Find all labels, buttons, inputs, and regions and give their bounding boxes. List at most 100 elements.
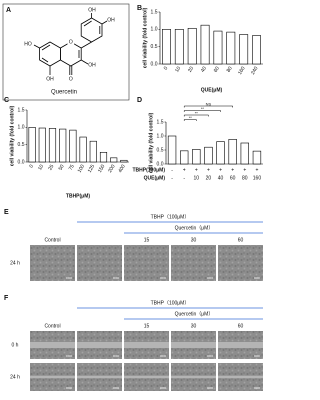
panel-label: B — [137, 5, 142, 12]
y-axis-label: cell viability (fold control) — [148, 112, 154, 173]
y-tick-label: 0.0 — [157, 161, 164, 167]
panel-label: A — [6, 7, 11, 14]
annotation: ** — [189, 115, 193, 120]
row-label: 0 h — [12, 342, 19, 348]
x-tick-label: - — [171, 175, 173, 181]
bar — [216, 141, 225, 165]
x-tick-label: 0 — [28, 163, 35, 169]
bar — [69, 129, 77, 163]
x-tick-label: - — [183, 175, 185, 181]
y-tick-label: 0.5 — [151, 44, 158, 50]
x-tick-label: 160 — [253, 175, 262, 181]
bracket — [183, 114, 209, 117]
column-label: 30 — [191, 237, 197, 243]
scratch — [218, 375, 263, 379]
x-tick-label: + — [255, 167, 258, 173]
y-axis-label: cell viability (fold control) — [9, 105, 15, 166]
bar — [59, 128, 67, 163]
micrograph — [171, 245, 216, 281]
atom: HO — [24, 41, 32, 47]
bar — [213, 30, 223, 65]
x-axis-label: QUE(μM) — [201, 87, 223, 93]
x-tick-label: 200 — [107, 163, 116, 173]
scratch — [77, 342, 122, 348]
panel-label: C — [4, 97, 9, 104]
bracket — [183, 105, 233, 108]
atom: OH — [88, 62, 96, 68]
column-label: Control — [44, 323, 60, 329]
group-label: Quercetin（μM） — [175, 311, 214, 317]
x-tick-label: 100 — [77, 163, 86, 173]
x-tick-label: 240 — [250, 65, 259, 75]
x-tick-label: + — [207, 167, 210, 173]
bar — [162, 29, 171, 65]
x-tick-label: 10 — [37, 163, 45, 171]
bracket — [183, 119, 197, 121]
x-tick-label: 10 — [194, 175, 200, 181]
x-tick-label: 75 — [68, 163, 76, 171]
bar — [38, 127, 46, 163]
bar — [89, 140, 97, 163]
x-tick-label: + — [243, 167, 246, 173]
bar — [99, 151, 108, 163]
scratch — [30, 375, 75, 379]
y-axis-label: cell viability (fold control) — [142, 7, 148, 68]
x-tick-label: 25 — [47, 163, 55, 171]
x-tick-label: - — [171, 167, 173, 173]
column-label: Control — [44, 237, 60, 243]
bar — [228, 139, 237, 165]
x-tick-label: 80 — [226, 65, 234, 73]
compound-name: Quercetin — [51, 90, 77, 96]
annotation: ** — [201, 106, 205, 111]
y-tick-label: 0.5 — [157, 147, 164, 153]
y-tick-label: 1.5 — [151, 9, 158, 15]
scratch — [171, 342, 216, 348]
column-label: 60 — [238, 323, 244, 329]
y-tick-label: 1.0 — [151, 27, 158, 33]
bar — [28, 127, 36, 163]
x-tick-label: 20 — [206, 175, 212, 181]
group-label: Quercetin（μM） — [175, 225, 214, 231]
y-tick-label: 0.5 — [18, 142, 25, 148]
figure: A HO OH O OH OH OH O Quercetin B C D 0.0… — [2, 3, 263, 391]
x-tick-label: 125 — [87, 163, 96, 173]
panel-label: E — [4, 209, 9, 216]
x-tick-label: 150 — [97, 163, 106, 173]
x-tick-label: 50 — [58, 163, 66, 171]
bar — [120, 159, 128, 163]
row-label: TBHP(100μM) — [132, 167, 165, 173]
x-tick-label: + — [183, 167, 186, 173]
x-tick-label: 400 — [117, 163, 126, 173]
scratch — [218, 342, 263, 348]
row-label: 24 h — [10, 260, 20, 266]
x-tick-label: 60 — [230, 175, 236, 181]
x-tick-label: 10 — [174, 65, 182, 73]
bar — [192, 149, 201, 165]
group-label: TBHP（100μM） — [151, 300, 190, 306]
bar — [187, 27, 197, 65]
y-tick-label: 0.0 — [151, 61, 158, 67]
bar — [180, 150, 189, 165]
column-label: 15 — [144, 323, 150, 329]
column-label: 30 — [191, 323, 197, 329]
atom: OH — [88, 7, 96, 13]
column-label: 15 — [144, 237, 150, 243]
bar — [204, 146, 213, 165]
bar — [48, 128, 57, 163]
scratch — [124, 375, 169, 379]
x-tick-label: 0 — [163, 65, 170, 71]
scratch — [124, 342, 169, 348]
x-tick-label: + — [231, 167, 234, 173]
annotation: ** — [195, 110, 199, 115]
x-tick-label: 40 — [218, 175, 224, 181]
bar — [226, 31, 236, 65]
y-tick-label: 0.0 — [18, 159, 25, 165]
x-tick-label: + — [195, 167, 198, 173]
y-tick-label: 1.5 — [18, 107, 25, 113]
bar — [110, 157, 118, 163]
x-tick-label: + — [219, 167, 222, 173]
atom: O — [69, 76, 73, 82]
x-tick-label: 20 — [187, 65, 195, 73]
x-tick-label: 80 — [242, 175, 248, 181]
row-label: 24 h — [10, 374, 20, 380]
